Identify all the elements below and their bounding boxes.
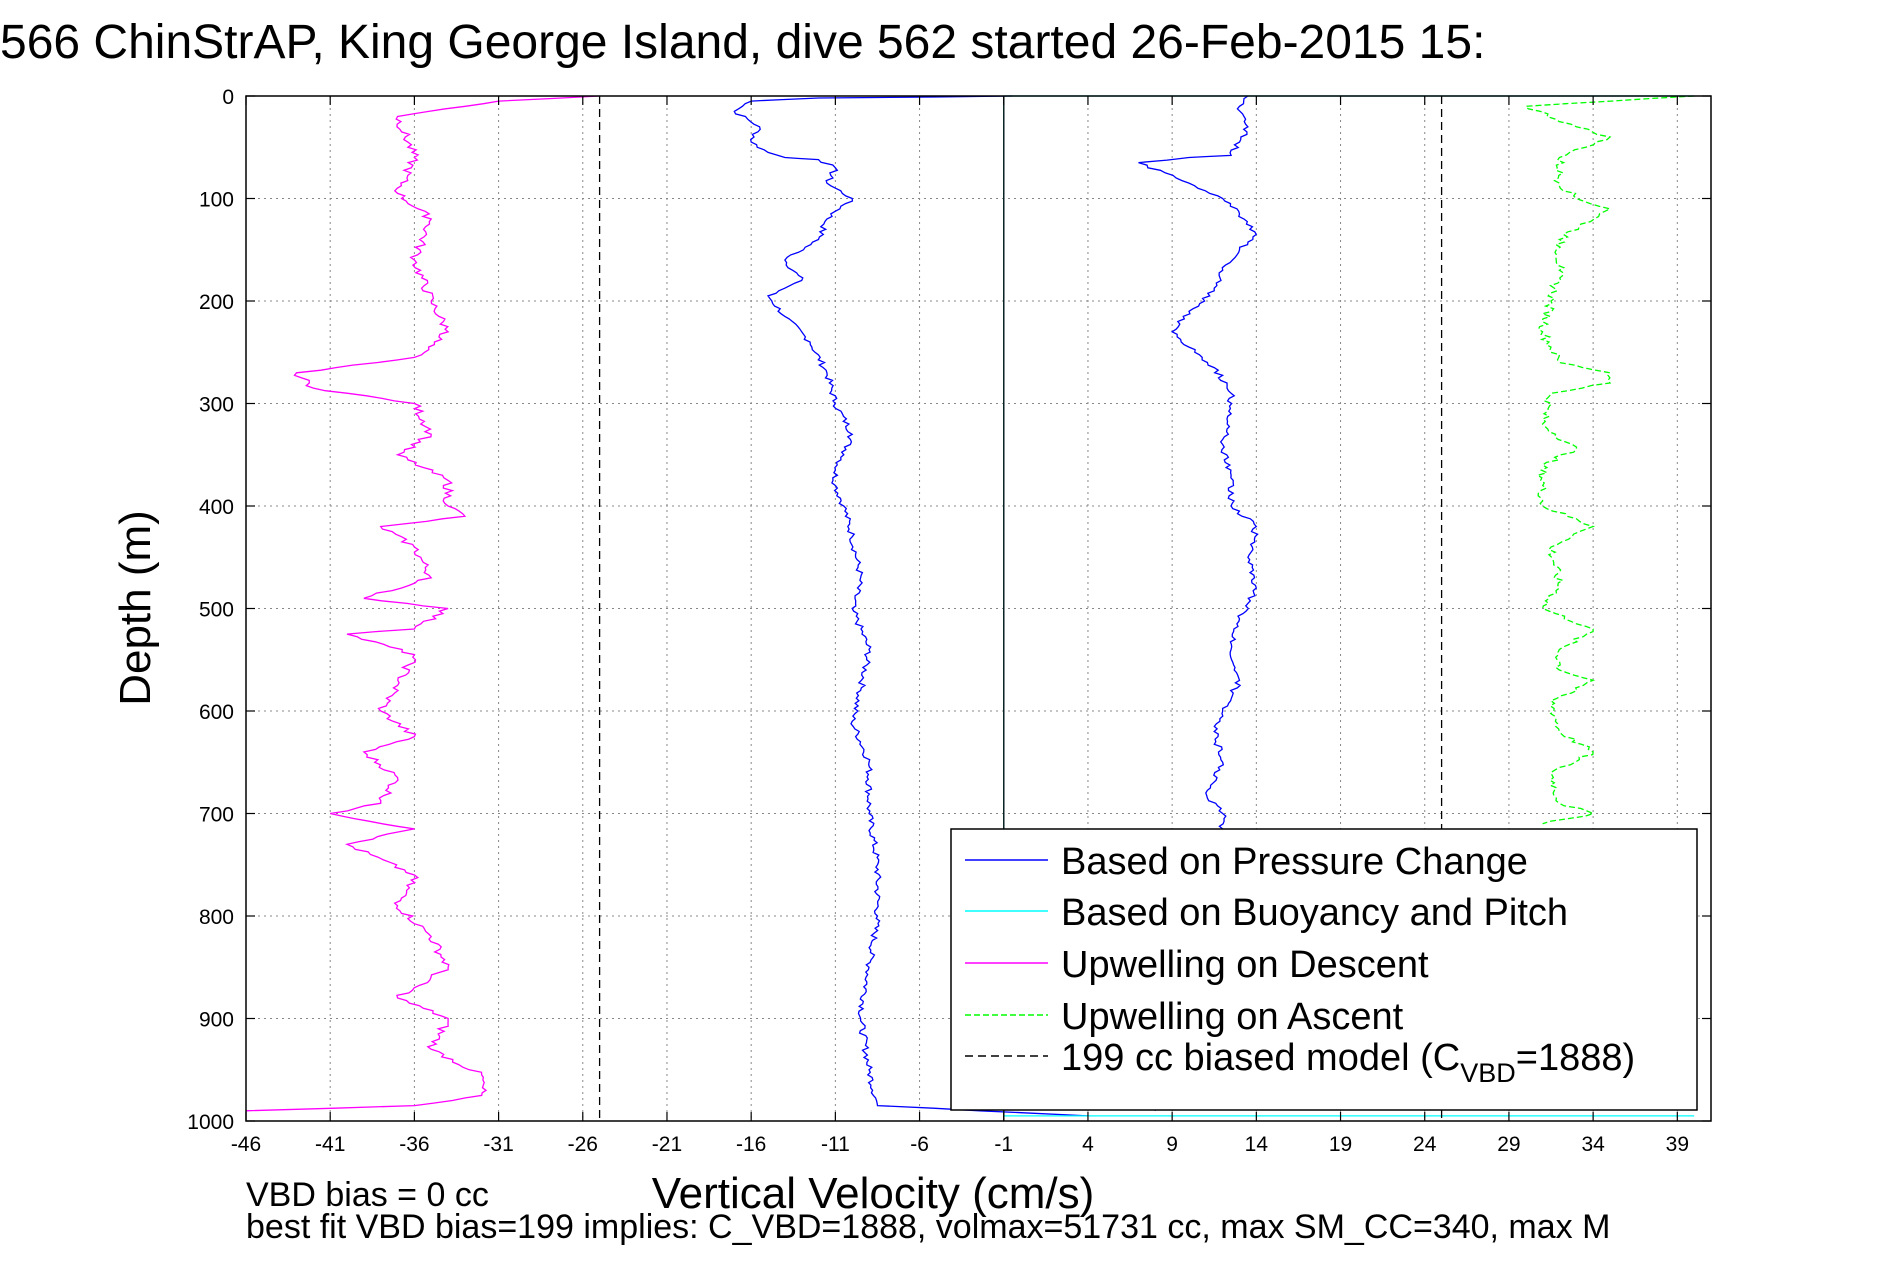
chart-title: 566 ChinStrAP, King George Island, dive … bbox=[0, 16, 1485, 69]
legend-label-prefix: 199 cc biased model (C bbox=[1061, 1037, 1460, 1079]
x-tick-label: -1 bbox=[994, 1133, 1013, 1156]
series-upwelling-ascent bbox=[1524, 95, 1695, 825]
x-tick-label: 9 bbox=[1166, 1133, 1178, 1156]
x-tick-labels: -46 -41 -36 -31 -26 -21 -16 -11 -6 -1 4 9 14 19 24 29 34… bbox=[231, 1133, 1689, 1156]
x-tick-label: 34 bbox=[1581, 1133, 1605, 1156]
y-tick-label: 500 bbox=[199, 599, 234, 622]
y-tick-label: 300 bbox=[199, 394, 234, 417]
y-tick-label: 1000 bbox=[187, 1111, 234, 1134]
y-axis-label: Depth (m) bbox=[111, 510, 160, 706]
tick-marks bbox=[245, 95, 1711, 1122]
y-tick-label: 700 bbox=[199, 804, 234, 827]
y-tick-label: 200 bbox=[199, 291, 234, 314]
x-tick-label: -46 bbox=[231, 1133, 261, 1156]
x-tick-label: 14 bbox=[1245, 1133, 1269, 1156]
y-tick-label: 0 bbox=[222, 86, 234, 109]
y-tick-label: 600 bbox=[199, 701, 234, 724]
x-tick-label: -31 bbox=[483, 1133, 513, 1156]
x-tick-label: -41 bbox=[315, 1133, 345, 1156]
legend-entry-label: Upwelling on Ascent bbox=[1061, 996, 1404, 1038]
y-tick-label: 100 bbox=[199, 189, 234, 212]
legend-label-subscript: VBD bbox=[1460, 1058, 1516, 1088]
legend-entry-label: Upwelling on Descent bbox=[1061, 944, 1429, 986]
best-fit-text: best fit VBD bias=199 implies: C_VBD=188… bbox=[246, 1208, 1610, 1246]
legend-entry-label: 199 cc biased model (CVBD=1888) bbox=[1061, 1037, 1635, 1088]
x-tick-label: 19 bbox=[1329, 1133, 1352, 1156]
y-tick-label: 900 bbox=[199, 1009, 234, 1032]
legend-entries: Based on Pressure Change Based on Buoyanc… bbox=[965, 841, 1635, 1088]
legend: Based on Pressure Change Based on Buoyanc… bbox=[950, 828, 1698, 1111]
x-axis-label: Vertical Velocity (cm/s) bbox=[652, 1169, 1095, 1218]
x-tick-label: 24 bbox=[1413, 1133, 1437, 1156]
legend-box bbox=[950, 828, 1698, 1111]
x-tick-label: 4 bbox=[1082, 1133, 1094, 1156]
x-tick-label: -26 bbox=[568, 1133, 598, 1156]
x-tick-label: -6 bbox=[910, 1133, 929, 1156]
y-tick-labels: 0 100 200 300 400 500 600 700 800 900 1000 bbox=[187, 86, 234, 1134]
series-descent-velocity bbox=[733, 95, 1089, 1117]
legend-label-suffix: =1888) bbox=[1516, 1037, 1635, 1079]
x-tick-label: -36 bbox=[399, 1133, 429, 1156]
y-tick-label: 800 bbox=[199, 906, 234, 929]
x-tick-label: 39 bbox=[1666, 1133, 1689, 1156]
y-tick-label: 400 bbox=[199, 496, 234, 519]
legend-entry-label: Based on Pressure Change bbox=[1061, 841, 1528, 883]
legend-entry-label: Based on Buoyancy and Pitch bbox=[1061, 892, 1568, 934]
x-tick-label: -21 bbox=[652, 1133, 682, 1156]
vbd-bias-text: VBD bias = 0 cc bbox=[246, 1176, 489, 1214]
x-tick-label: 29 bbox=[1497, 1133, 1520, 1156]
series-upwelling-descent bbox=[245, 95, 600, 1112]
x-tick-label: -16 bbox=[736, 1133, 766, 1156]
x-tick-label: -11 bbox=[821, 1133, 850, 1156]
